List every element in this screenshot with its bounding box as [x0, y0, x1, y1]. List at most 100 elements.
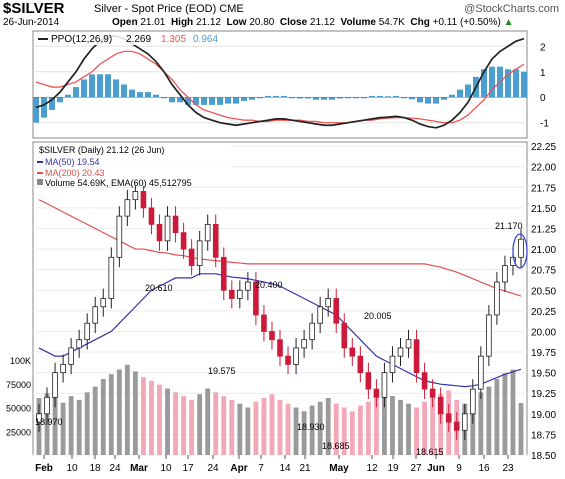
- ppo-histogram-bar: [137, 92, 143, 98]
- candle-body: [84, 322, 91, 341]
- ppo-histogram-bar: [377, 95, 383, 98]
- candle-body: [44, 396, 50, 415]
- x-tick-label: 19: [387, 463, 399, 474]
- price-y-tick: 21.00: [531, 245, 556, 256]
- quote-date: 26-Jun-2014: [3, 17, 60, 28]
- price-annotation: 18.930: [297, 422, 325, 432]
- candle-body: [36, 413, 42, 423]
- candle-body: [76, 339, 82, 349]
- volume-y-tick: 75000: [6, 380, 31, 390]
- ppo-histogram-bar: [57, 97, 63, 103]
- ppo-histogram-bar: [417, 97, 423, 103]
- candle-body: [132, 191, 139, 201]
- candle-body: [397, 347, 404, 357]
- volume-bar: [333, 403, 339, 455]
- ppo-histogram-bar: [217, 97, 223, 105]
- ohlc-readout: Open 21.01 High 21.12 Low 20.80 Close 21…: [112, 17, 514, 28]
- ppo-histogram-bar: [65, 94, 71, 98]
- volume-value: 54.7K: [378, 17, 405, 28]
- volume-bar: [325, 398, 331, 455]
- price-annotation: 18.970: [35, 417, 63, 427]
- volume-y-tick: 25000: [6, 427, 31, 437]
- candle-body: [413, 339, 420, 374]
- ppo-histogram-bar: [409, 97, 415, 100]
- volume-bar: [365, 401, 371, 455]
- candle-body: [116, 215, 123, 258]
- ppo-histogram-bar: [193, 97, 199, 105]
- volume-bar: [132, 371, 138, 455]
- ppo-histogram-bar: [393, 95, 399, 98]
- candle-body: [124, 199, 131, 217]
- x-tick-label: 16: [478, 463, 490, 474]
- price-y-tick: 21.25: [531, 224, 556, 235]
- candle-body: [164, 215, 171, 242]
- candle-body: [140, 191, 147, 209]
- ppo-histogram-bar: [129, 89, 135, 98]
- ppo-histogram-bar: [113, 79, 119, 98]
- volume-bar: [398, 399, 403, 455]
- price-annotation: 20.400: [255, 280, 283, 290]
- volume-bar: [76, 399, 82, 455]
- price-annotation: 21.170: [495, 221, 523, 231]
- price-y-tick: 22.25: [531, 142, 556, 153]
- price-y-tick: 19.75: [531, 348, 556, 359]
- volume-bar: [229, 399, 235, 455]
- x-tick-label: 18: [89, 463, 101, 474]
- x-tick-label: Apr: [230, 463, 247, 474]
- ppo-signal-value: 1.305: [161, 34, 186, 45]
- candle-body: [188, 248, 195, 266]
- ppo-y-tick: 0: [540, 93, 546, 104]
- x-tick-label: 17: [182, 463, 194, 474]
- candle-body: [381, 372, 388, 398]
- candle-body: [349, 347, 356, 357]
- ppo-histogram-bar: [337, 97, 343, 99]
- volume-bar: [341, 407, 347, 455]
- candle-body: [389, 355, 396, 374]
- volume-bar: [430, 398, 436, 455]
- volume-bar: [165, 388, 170, 455]
- volume-bar: [309, 405, 315, 455]
- candle-body: [196, 240, 203, 266]
- ppo-histogram-bar: [513, 69, 519, 98]
- ppo-histogram-bar: [41, 97, 47, 118]
- ppo-histogram-bar: [97, 74, 103, 98]
- ppo-histogram-bar: [281, 95, 287, 98]
- volume-bar: [422, 401, 428, 455]
- ppo-histogram-bar: [273, 95, 279, 98]
- volume-bar: [221, 396, 227, 455]
- candle-body: [172, 215, 179, 234]
- candle-body: [156, 223, 163, 242]
- candle-body: [486, 314, 492, 357]
- ppo-histogram-bar: [49, 97, 55, 110]
- candle-body: [461, 413, 468, 431]
- volume-bar: [502, 373, 508, 455]
- candle-body: [309, 322, 315, 341]
- ppo-histogram-bar: [185, 97, 191, 105]
- candle-body: [180, 232, 187, 250]
- candle-body: [357, 355, 364, 374]
- candle-body: [518, 238, 524, 258]
- ppo-histogram-bar: [145, 92, 151, 98]
- ppo-histogram-bar: [257, 97, 263, 99]
- ppo-histogram-bar: [121, 84, 127, 98]
- candle-body: [220, 256, 227, 291]
- ppo-histogram-bar: [449, 94, 455, 98]
- x-tick-label: Mar: [130, 463, 148, 474]
- x-tick-label: 24: [109, 463, 121, 474]
- volume-bar: [438, 394, 444, 455]
- watermark: @StockCharts.com: [464, 3, 559, 15]
- candle-body: [437, 396, 444, 415]
- volume-bar: [406, 403, 411, 455]
- volume-bar: [181, 396, 187, 455]
- volume-bar: [293, 407, 299, 455]
- ppo-signal-line: [35, 50, 525, 124]
- ppo-histogram-bar: [401, 97, 407, 99]
- candle-body: [325, 298, 332, 308]
- volume-bar: [382, 392, 387, 455]
- ppo-histogram-bar: [305, 97, 311, 99]
- volume-bar: [60, 402, 66, 455]
- price-title: $SILVER (Daily) 21.12 (26 Jun): [39, 145, 164, 155]
- volume-bar: [277, 399, 283, 455]
- ma50-label: MA(50) 19.54: [45, 157, 100, 167]
- x-tick-label: 23: [502, 463, 514, 474]
